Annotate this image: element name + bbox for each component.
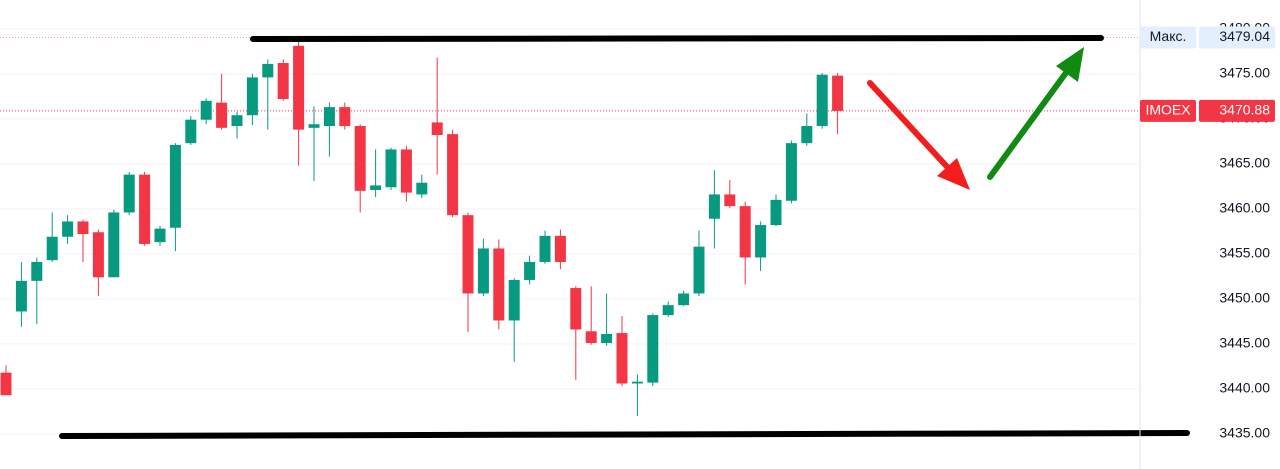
y-tick-label: 3465.00 [1219,155,1270,171]
price-tag-value: 3470.88 [1219,102,1270,118]
candle-body [185,119,197,144]
candle-body [447,134,459,216]
candle-body [832,75,844,111]
candle-body [62,221,74,237]
candle-body [662,305,674,316]
y-tick-label: 3450.00 [1219,290,1270,306]
candle-body [123,174,135,213]
candle-body [31,261,43,281]
y-tick-label: 3435.00 [1219,425,1270,441]
price-tag-name: Макс. [1150,28,1187,44]
resistance-line [250,35,1104,42]
up-arrow-shaft [987,67,1071,180]
candle-body [246,77,258,116]
candle-body [0,372,12,396]
price-labels: Макс. 3479.04 IMOEX 3470.88 [1140,26,1275,122]
candle-body [323,107,335,127]
y-tick-label: 3455.00 [1219,245,1270,261]
candle-body [708,194,720,219]
candle-body [339,107,351,127]
candle-body [354,126,366,191]
candle-body [570,288,582,330]
price-tag-name-bg [1140,99,1196,122]
candle-body [647,315,659,383]
candle-body [785,143,797,201]
candle-body [462,215,474,294]
candle-body [678,293,690,306]
price-tag-name-bg [1140,26,1196,49]
candle-body [262,63,274,78]
candle-body [477,248,489,294]
candle-body [585,331,597,343]
candle-body [200,100,212,120]
candle-body [493,248,505,321]
candle-body [755,225,767,258]
support-line [59,430,1190,439]
candle-body [616,333,628,384]
candle-body [724,194,736,207]
candle-body [154,228,166,243]
candle-body [15,280,27,312]
candle-body [370,185,382,190]
candle-body [416,182,428,195]
candle-body [308,124,320,128]
price-tag-value-bg [1199,26,1275,49]
candle-body [816,74,828,127]
candle-body [539,235,551,262]
candle-body [601,333,613,343]
candle-body [77,221,89,235]
candle-body [631,381,643,384]
candle-body [139,174,151,244]
price-tag-name: IMOEX [1145,102,1191,118]
candle-body [524,261,536,280]
grid-layer [0,28,1138,435]
down-arrow-shaft [867,80,953,173]
candle-body [277,63,289,100]
y-tick-label: 3460.00 [1219,200,1270,216]
candle-body [554,235,566,262]
y-tick-label: 3475.00 [1219,65,1270,81]
price-tag-value-bg [1199,99,1275,122]
candle-body [216,102,228,128]
candle-body [739,206,751,258]
candle-body [293,45,305,130]
y-tick-label: 3440.00 [1219,380,1270,396]
candle-body [92,232,104,278]
candle-body [693,246,705,294]
candle-body [801,126,813,144]
candle-body [231,115,243,127]
up-arrow-head [1056,47,1084,82]
candle-body [108,212,120,278]
candle-body [46,236,58,261]
down-arrow-head [937,158,970,190]
candle-body [770,199,782,226]
drawings [59,35,1190,439]
candle-body [385,149,397,188]
candle-body [400,149,412,193]
price-tag-value: 3479.04 [1219,28,1270,44]
candle-body [169,144,181,228]
y-tick-label: 3445.00 [1219,335,1270,351]
candle-body [431,122,443,136]
candle-layer [0,37,844,416]
candle-body [508,279,520,321]
